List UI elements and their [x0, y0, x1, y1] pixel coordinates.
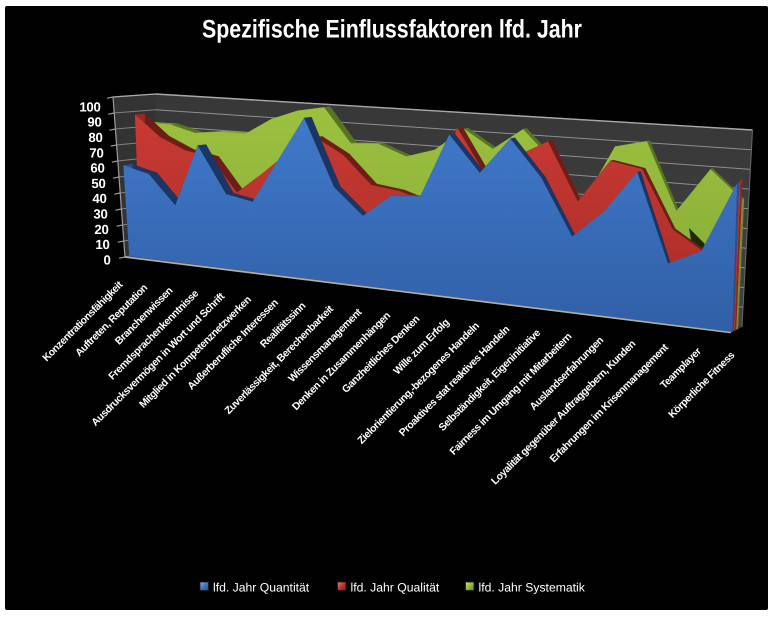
svg-text:40: 40: [92, 191, 106, 206]
svg-text:70: 70: [89, 145, 103, 160]
svg-text:50: 50: [91, 176, 105, 191]
svg-text:lfd. Jahr Qualität: lfd. Jahr Qualität: [351, 581, 440, 595]
svg-text:20: 20: [94, 222, 108, 237]
svg-text:30: 30: [93, 207, 107, 222]
svg-text:100: 100: [79, 99, 100, 114]
svg-text:80: 80: [88, 130, 102, 145]
svg-text:Spezifische Einflussfaktoren l: Spezifische Einflussfaktoren lfd. Jahr: [202, 16, 582, 44]
svg-text:lfd. Jahr Quantität: lfd. Jahr Quantität: [213, 581, 310, 595]
svg-text:90: 90: [87, 115, 101, 130]
svg-text:lfd. Jahr Systematik: lfd. Jahr Systematik: [479, 581, 586, 595]
svg-text:0: 0: [103, 252, 110, 267]
svg-text:60: 60: [90, 161, 104, 176]
svg-text:10: 10: [95, 237, 109, 252]
